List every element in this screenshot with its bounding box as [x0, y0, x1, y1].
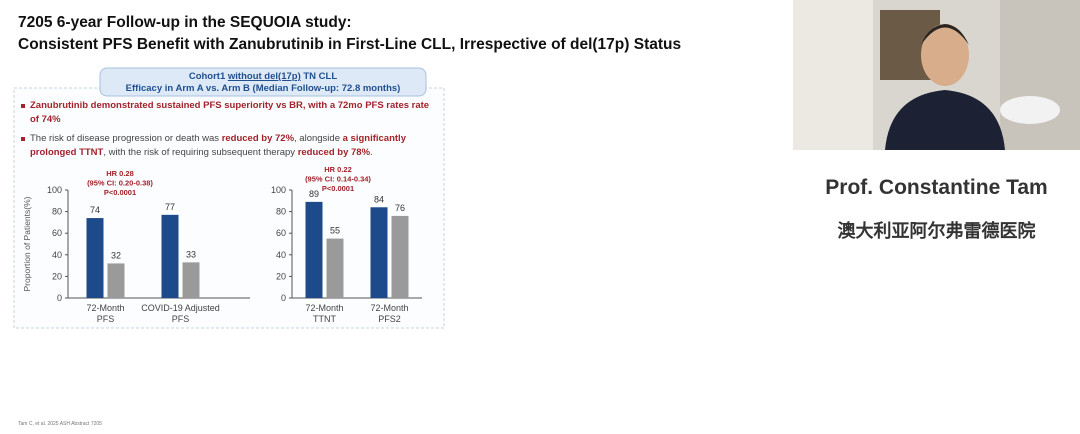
slide-subtitle: Consistent PFS Benefit with Zanubrutinib… [18, 36, 682, 53]
bar [182, 262, 200, 298]
bar [391, 215, 409, 298]
bar [326, 238, 344, 298]
speaker-affiliation: 澳大利亚阿尔弗雷德医院 [837, 221, 1036, 241]
annotation: HR 0.28 [106, 169, 134, 178]
bullet-text: , alongside [294, 133, 343, 144]
bullet-text: reduced by 72% [221, 133, 295, 144]
y-tick-label: 20 [52, 271, 62, 281]
cohort-text: Cohort1 [188, 71, 228, 82]
speaker-name: Prof. Constantine Tam [825, 176, 1048, 199]
bar [107, 263, 125, 298]
efficacy-text: Efficacy in Arm A vs. Arm B (Median Foll… [125, 83, 401, 94]
y-tick-label: 40 [52, 250, 62, 260]
bar [86, 218, 104, 298]
annotation: P<0.0001 [104, 188, 136, 197]
data-label: 33 [186, 249, 196, 259]
bullet-text: reduced by 78% [297, 146, 371, 158]
bullet-text: The risk of disease progression or death… [30, 133, 222, 144]
y-tick-label: 20 [276, 271, 286, 281]
bullet-text: . [370, 146, 373, 158]
cohort-text: without del(17p) [227, 71, 301, 82]
data-label: 76 [395, 203, 405, 213]
annotation: P<0.0001 [322, 184, 354, 193]
y-tick-label: 100 [47, 185, 62, 195]
annotation: (95% CI: 0.14-0.34) [305, 175, 371, 184]
y-tick-label: 0 [281, 293, 286, 303]
bullet-text: , with the risk of requiring subsequent … [103, 146, 298, 158]
data-label: 77 [165, 202, 175, 212]
video-feed [793, 0, 1080, 150]
bullet: The risk of disease progression or death… [21, 132, 440, 159]
y-tick-label: 0 [57, 293, 62, 303]
bullet-text: Zanubrutinib demonstrated sustained PFS … [30, 100, 430, 125]
x-tick-label: 72-Month PFS [86, 303, 125, 324]
annotation: HR 0.22 [324, 165, 352, 174]
slide-title: 7205 6-year Follow-up in the SEQUOIA stu… [18, 14, 352, 31]
cohort-text: TN CLL [300, 71, 338, 82]
bar [161, 214, 179, 298]
data-label: 74 [90, 205, 100, 215]
data-label: 55 [330, 226, 340, 236]
x-tick-label: 72-Month TTNT [305, 303, 344, 324]
y-tick-label: 100 [271, 185, 286, 195]
cohort-box [99, 67, 427, 97]
y-tick-label: 40 [276, 250, 286, 260]
y-tick-label: 60 [52, 228, 62, 238]
data-label: 32 [111, 250, 121, 260]
x-tick-label: COVID-19 Adjusted PFS [141, 303, 220, 324]
bar [370, 207, 388, 298]
bar [305, 201, 323, 298]
y-tick-label: 60 [276, 228, 286, 238]
y-tick-label: 80 [52, 207, 62, 217]
cohort-label: Cohort1 without del(17p) TN CLL Efficacy… [100, 71, 426, 95]
x-tick-label: 72-Month PFS2 [370, 303, 409, 324]
annotation: (95% CI: 0.20-0.38) [87, 179, 153, 188]
data-label: 89 [309, 189, 319, 199]
footnote: Tam C, et al. 2025 ASH Abstract 7205 [18, 421, 102, 427]
y-axis-label: Proportion of Patients(%) [22, 196, 32, 291]
bullet: Zanubrutinib demonstrated sustained PFS … [21, 99, 440, 126]
data-label: 84 [374, 194, 384, 204]
bullet-text: a significantly prolonged TTNT [30, 133, 406, 158]
y-tick-label: 80 [276, 207, 286, 217]
